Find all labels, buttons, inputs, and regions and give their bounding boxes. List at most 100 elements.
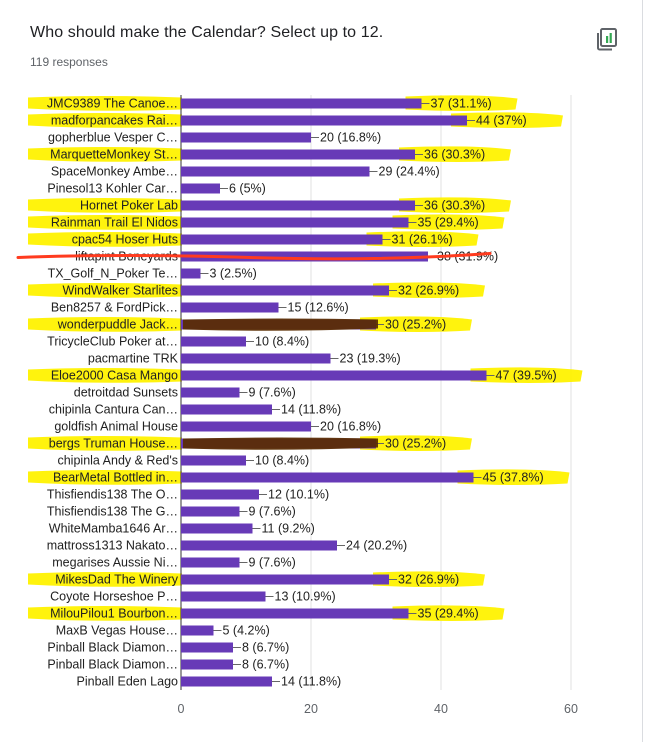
label-highlight <box>28 232 182 247</box>
category-labels: JMC9389 The Canoe… madforpancakes Rai… gop… <box>47 97 179 689</box>
data-label: 14 (11.8%) <box>281 675 341 689</box>
category-label: bergs Truman House… <box>49 437 178 451</box>
strike-marks <box>16 252 492 261</box>
bar[interactable] <box>181 625 214 636</box>
category-label: madforpancakes Rai… <box>51 114 178 128</box>
bar[interactable] <box>181 642 233 653</box>
value-highlight <box>451 112 563 128</box>
category-label: detroitdad Sunsets <box>74 386 178 400</box>
value-highlight <box>405 95 518 111</box>
data-label: 20 (16.8%) <box>320 131 381 145</box>
data-label: 20 (16.8%) <box>320 420 381 434</box>
label-highlight <box>28 113 182 128</box>
data-label: 8 (6.7%) <box>242 658 289 672</box>
strike-line <box>16 252 492 261</box>
category-label: chipinla Andy & Red's <box>57 454 178 468</box>
bar[interactable] <box>181 115 467 126</box>
category-label: Pinball Black Diamon… <box>47 641 178 655</box>
data-label: 9 (7.6%) <box>249 386 296 400</box>
label-highlight <box>28 198 182 213</box>
category-label: TricycleClub Poker at… <box>47 335 178 349</box>
bar[interactable] <box>181 489 259 500</box>
data-label: 10 (8.4%) <box>255 454 309 468</box>
bar[interactable] <box>181 268 201 279</box>
category-label: WhiteMamba1646 Ar… <box>49 522 178 536</box>
bar[interactable] <box>181 591 266 602</box>
bar[interactable] <box>181 234 383 245</box>
data-label: 35 (29.4%) <box>418 216 479 230</box>
category-label: Ben8257 & FordPick… <box>51 301 178 315</box>
category-label: gopherblue Vesper C… <box>48 131 178 145</box>
bar[interactable] <box>181 506 240 517</box>
category-label: goldfish Animal House <box>54 420 178 434</box>
bar[interactable] <box>181 540 337 551</box>
data-label: 15 (12.6%) <box>288 301 349 315</box>
category-label: wonderpuddle Jack… <box>57 318 178 332</box>
value-highlight <box>366 231 479 247</box>
value-highlight <box>360 435 472 451</box>
bar[interactable] <box>181 217 409 228</box>
bar[interactable] <box>181 251 428 262</box>
bar[interactable] <box>181 404 272 415</box>
value-highlight <box>373 571 485 587</box>
dark-mark <box>183 437 378 450</box>
bar[interactable] <box>181 472 474 483</box>
value-highlight <box>470 367 583 383</box>
data-label: 11 (9.2%) <box>262 522 315 536</box>
response-count: 119 responses <box>30 55 108 69</box>
bar[interactable] <box>181 387 240 398</box>
bar[interactable] <box>181 523 253 534</box>
x-tick-label: 40 <box>434 702 448 716</box>
bar[interactable] <box>181 183 220 194</box>
bar[interactable] <box>181 132 311 143</box>
data-label: 30 (25.2%) <box>385 318 446 332</box>
data-label: 5 (4.2%) <box>223 624 270 638</box>
category-label: Pinball Black Diamon… <box>47 658 178 672</box>
category-label: TX_Golf_N_Poker Te… <box>48 267 178 281</box>
data-label: 13 (10.9%) <box>275 590 336 604</box>
category-label: pacmartine TRK <box>88 352 179 366</box>
category-label: MaxB Vegas House… <box>56 624 178 638</box>
bar[interactable] <box>181 285 389 296</box>
data-label: 35 (29.4%) <box>418 607 479 621</box>
bar[interactable] <box>181 574 389 585</box>
category-label: mattross1313 Nakato… <box>47 539 178 553</box>
category-label: Thisfiendis138 The G… <box>47 505 178 519</box>
question-title: Who should make the Calendar? Select up … <box>30 24 384 41</box>
bar[interactable] <box>181 557 240 568</box>
bar[interactable] <box>181 149 415 160</box>
label-highlight <box>28 436 182 451</box>
bar[interactable] <box>181 659 233 670</box>
bar[interactable] <box>181 421 311 432</box>
bar[interactable] <box>181 608 409 619</box>
bar[interactable] <box>181 353 331 364</box>
category-label: MarquetteMonkey St… <box>50 148 178 162</box>
data-label: 47 (39.5%) <box>496 369 557 383</box>
category-label: MilouPilou1 Bourbon… <box>50 607 178 621</box>
data-label: 23 (19.3%) <box>340 352 401 366</box>
category-label: Coyote Horseshoe P… <box>50 590 178 604</box>
data-label: 37 (31.1%) <box>431 97 492 111</box>
bar[interactable] <box>181 200 415 211</box>
bar[interactable] <box>181 302 279 313</box>
label-highlight <box>28 96 182 111</box>
bar[interactable] <box>181 98 422 109</box>
bar[interactable] <box>181 166 370 177</box>
bar[interactable] <box>181 336 246 347</box>
category-label: JMC9389 The Canoe… <box>47 97 178 111</box>
data-label: 44 (37%) <box>476 114 527 128</box>
copy-chart-button[interactable] <box>594 26 620 52</box>
category-label: megarises Aussie Ni… <box>52 556 178 570</box>
x-axis-ticks: 0 20 40 60 <box>178 702 578 716</box>
value-highlight <box>457 469 570 485</box>
bar[interactable] <box>181 370 487 381</box>
bar[interactable] <box>181 455 246 466</box>
bar[interactable] <box>181 676 272 687</box>
x-tick-label: 60 <box>564 702 578 716</box>
data-label: 14 (11.8%) <box>281 403 341 417</box>
category-label: Eloe2000 Casa Mango <box>51 369 178 383</box>
category-label: cpac54 Hoser Huts <box>72 233 178 247</box>
dark-mark <box>183 318 378 331</box>
label-highlight <box>28 283 182 298</box>
data-label: 9 (7.6%) <box>249 556 296 570</box>
